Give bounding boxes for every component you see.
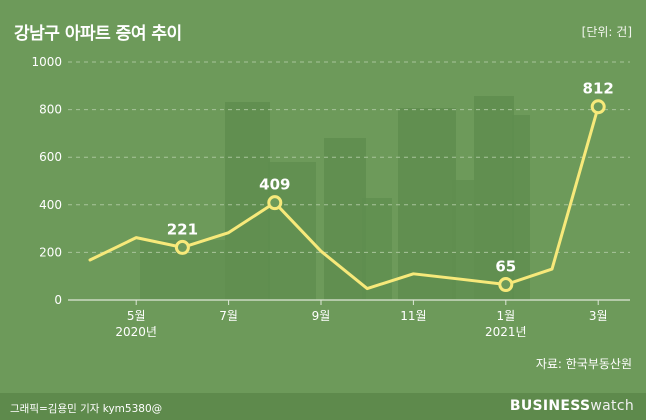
brand-bold: BUSINESS <box>509 398 591 414</box>
series-line <box>88 105 600 291</box>
data-label: 65 <box>495 258 516 276</box>
x-tick-label: 5월 <box>127 309 146 323</box>
building <box>512 115 530 300</box>
credit-label: 그래픽=김용민 기자 kym5380@ <box>10 403 163 415</box>
grid-lines <box>68 61 630 301</box>
building <box>452 180 474 300</box>
x-tick-year-label: 2020년 <box>115 325 157 339</box>
y-tick-label: 800 <box>39 103 62 117</box>
x-tick-year-label: 2021년 <box>485 325 527 339</box>
y-tick-label: 0 <box>54 293 62 307</box>
background-buildings <box>140 96 530 300</box>
y-tick-label: 1000 <box>31 55 62 69</box>
data-label: 409 <box>259 176 290 194</box>
building <box>324 138 366 300</box>
data-point-marker <box>590 99 606 115</box>
y-tick-label: 400 <box>39 198 62 212</box>
data-label: 221 <box>167 220 198 238</box>
y-tick-label: 600 <box>39 150 62 164</box>
unit-label: [단위: 건] <box>581 25 632 39</box>
footer-bar <box>0 393 646 420</box>
building <box>225 102 270 300</box>
chart-title: 강남구 아파트 증여 추이 <box>14 24 182 44</box>
x-tick-label: 11월 <box>400 309 426 323</box>
brand-logo: BUSINESSwatch <box>510 398 634 414</box>
point-markers <box>174 99 606 293</box>
x-tick-label: 3월 <box>589 309 608 323</box>
x-tick-label: 1월 <box>496 309 515 323</box>
x-tick-label: 7월 <box>219 309 238 323</box>
data-point-marker <box>498 277 514 293</box>
data-label: 812 <box>583 80 614 98</box>
building <box>268 162 316 300</box>
y-tick-label: 200 <box>39 245 62 259</box>
data-point-marker <box>174 239 190 255</box>
building <box>398 108 456 300</box>
x-axis: 5월 2020년 7월 9월 11월 1월 2021년 3월 <box>115 300 608 339</box>
building <box>474 96 514 300</box>
data-point-marker <box>267 195 283 211</box>
x-tick-label: 9월 <box>312 309 331 323</box>
brand-light: watch <box>590 398 634 414</box>
source-label: 자료: 한국부동산원 <box>535 357 632 371</box>
series-line-path <box>88 105 600 291</box>
y-axis: 0 200 400 600 800 1000 <box>31 55 62 307</box>
data-labels: 221 409 65 812 <box>167 80 614 276</box>
